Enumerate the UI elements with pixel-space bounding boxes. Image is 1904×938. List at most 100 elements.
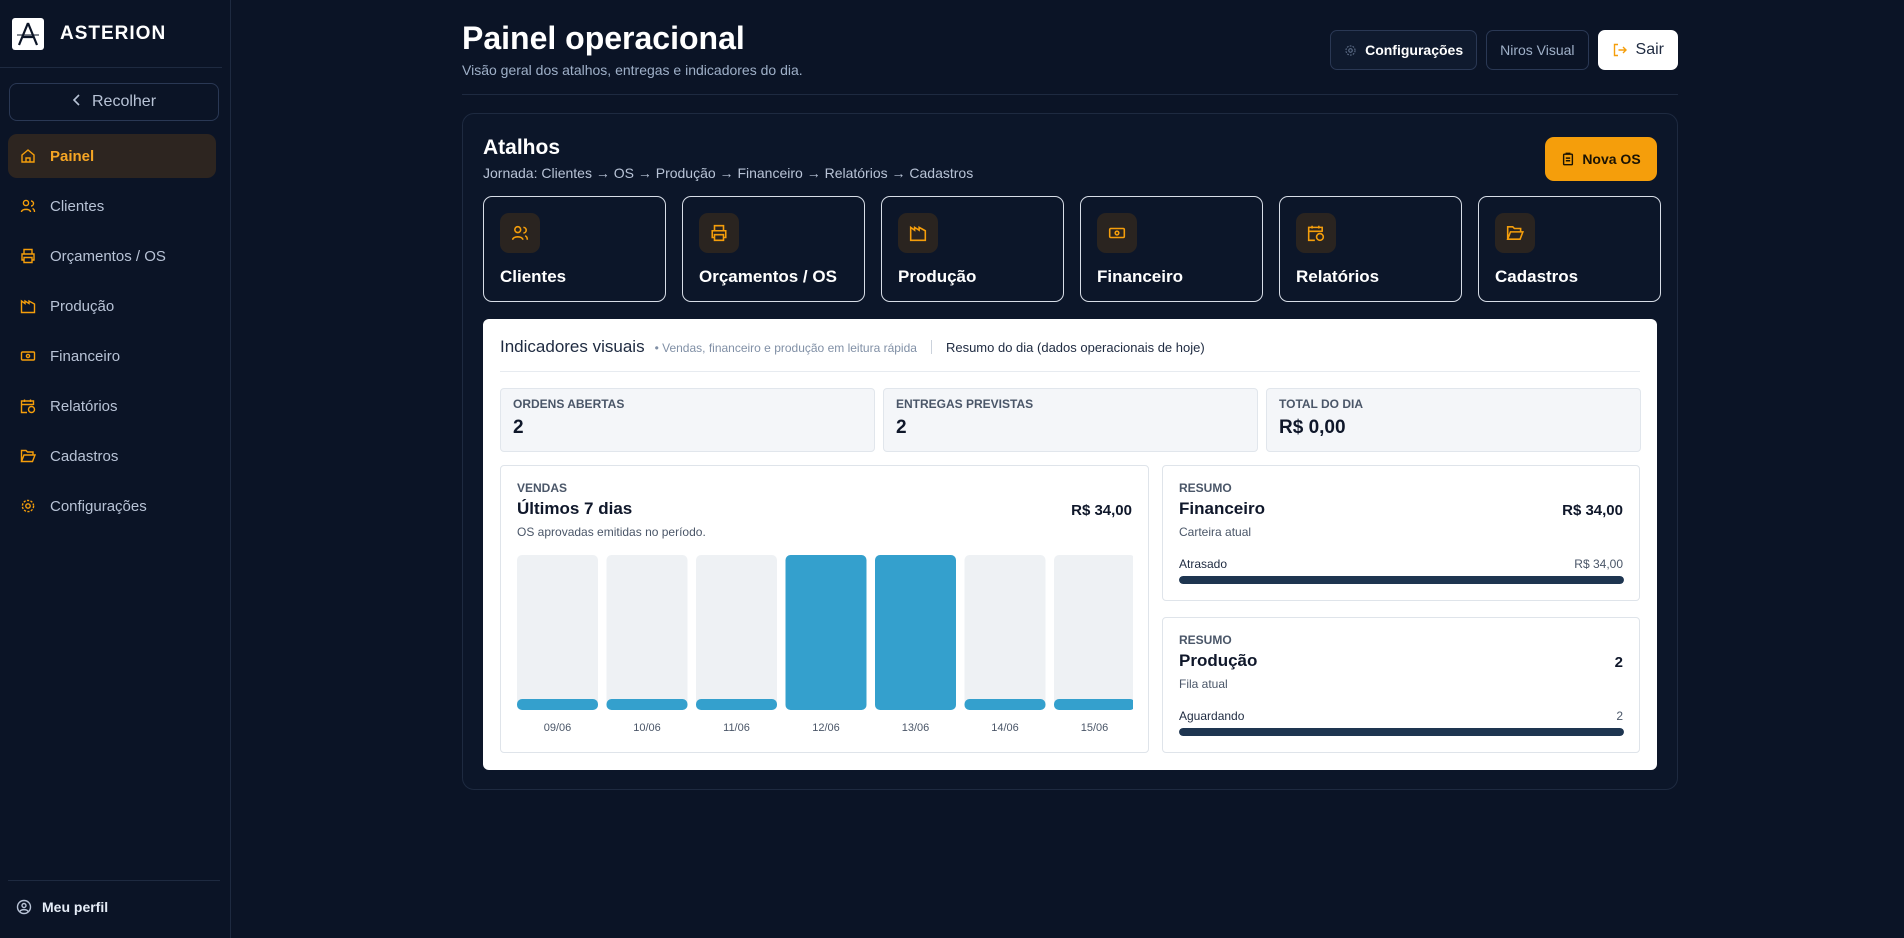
finance-kicker: RESUMO [1179,481,1232,495]
chart-bar-track [517,555,598,710]
sidebar-item-orcamentos[interactable]: Orçamentos / OS [8,234,216,278]
shortcut-producao[interactable]: Produção [881,196,1064,302]
sales-title: Últimos 7 dias [517,499,633,518]
production-subtitle: Fila atual [1179,677,1228,691]
indicators-separator [930,340,932,354]
sidebar-item-label: Produção [50,297,115,315]
chart-tick-label: 11/06 [723,722,750,734]
chart-tick-label: 14/06 [991,722,1019,734]
indicators-summary: Resumo do dia (dados operacionais de hoj… [945,340,1205,355]
users-icon [20,198,36,214]
nova-os-label: Nova OS [1582,151,1641,167]
finance-card: RESUMO Financeiro Carteira atual R$ 34,0… [1162,465,1640,601]
niros-visual-label: Niros Visual [1500,42,1575,58]
sidebar-item-relatorios[interactable]: Relatórios [8,384,216,428]
user-circle-icon [16,899,32,915]
atalhos-journey: Jornada: Clientes → OS → Produção → Fina… [483,165,974,181]
chart-bar-track [696,555,777,710]
calendar-clock-icon [1296,213,1336,253]
configuracoes-label: Configurações [1365,42,1464,58]
gear-icon [1344,44,1357,57]
calendar-clock-icon [20,398,36,414]
factory-icon [898,213,938,253]
sidebar-item-label: Financeiro [50,347,121,365]
chart-tick-label: 12/06 [812,722,840,734]
chart-tick-label: 15/06 [1081,722,1109,734]
indicators-header: Indicadores visuais • Vendas, financeiro… [500,337,1205,357]
folder-open-icon [1495,213,1535,253]
sidebar-item-painel[interactable]: Painel [8,134,216,178]
profile-link[interactable]: Meu perfil [8,880,220,915]
stat-label: ENTREGAS PREVISTAS [896,397,1034,411]
production-progress-fill [1179,728,1624,736]
logout-label: Sair [1635,41,1664,58]
sidebar-item-label: Orçamentos / OS [50,247,166,265]
chart-bar[interactable] [964,699,1046,710]
shortcut-label: Orçamentos / OS [699,267,837,286]
sidebar-item-label: Relatórios [50,397,118,415]
chart-bar[interactable] [517,699,598,710]
chart-tick-label: 10/06 [633,722,661,734]
chart-bar-track [606,555,688,710]
shortcut-label: Produção [898,267,977,286]
finance-progress-value: R$ 34,00 [1574,557,1623,571]
brand[interactable]: ASTERION [0,0,222,68]
production-progress-label: Aguardando [1179,709,1245,723]
shortcut-label: Cadastros [1495,267,1579,286]
stat-entregas-previstas: ENTREGAS PREVISTAS 2 [883,388,1258,452]
stat-value: 2 [896,417,907,438]
chart-bar[interactable] [875,555,956,710]
stat-total-do-dia: TOTAL DO DIA R$ 0,00 [1266,388,1641,452]
shortcut-orcamentos[interactable]: Orçamentos / OS [682,196,865,302]
logout-button[interactable]: Sair [1597,30,1678,70]
finance-value: R$ 34,00 [1562,502,1623,519]
shortcut-clientes[interactable]: Clientes [483,196,666,302]
sidebar-item-label: Clientes [50,197,105,215]
banknote-icon [20,348,36,364]
sidebar-item-configuracoes[interactable]: Configurações [8,484,216,528]
banknote-icon [1097,213,1137,253]
shortcut-relatorios[interactable]: Relatórios [1279,196,1462,302]
chart-bar[interactable] [696,699,777,710]
shortcut-cadastros[interactable]: Cadastros [1478,196,1661,302]
sidebar-item-financeiro[interactable]: Financeiro [8,334,216,378]
chart-tick-label: 09/06 [544,722,572,734]
sidebar-item-producao[interactable]: Produção [8,284,216,328]
printer-icon [20,248,36,264]
configuracoes-button[interactable]: Configurações [1330,30,1478,70]
chart-bar[interactable] [1054,699,1133,710]
shortcut-financeiro[interactable]: Financeiro [1080,196,1263,302]
finance-title: Financeiro [1179,499,1265,518]
chart-bar[interactable] [785,555,867,710]
sidebar-nav: Painel Clientes Orçamentos / OS Produção… [8,134,216,534]
indicators-panel: Indicadores visuais • Vendas, financeiro… [483,319,1657,770]
nova-os-button[interactable]: Nova OS [1545,137,1657,181]
production-value: 2 [1614,654,1623,671]
sidebar-item-label: Cadastros [50,447,119,465]
collapse-sidebar-button[interactable]: Recolher [9,83,219,121]
sidebar-item-clientes[interactable]: Clientes [8,184,216,228]
home-icon [20,148,36,164]
stat-label: ORDENS ABERTAS [513,397,625,411]
chart-tick-label: 13/06 [902,722,930,734]
stat-value: R$ 0,00 [1279,417,1346,438]
shortcut-list: Clientes Orçamentos / OS Produção Financ… [483,196,1661,302]
production-progress-value: 2 [1616,709,1623,723]
shortcut-label: Financeiro [1097,267,1183,286]
finance-subtitle: Carteira atual [1179,525,1252,539]
chevron-left-icon [72,93,82,111]
logout-icon [1612,42,1628,58]
niros-visual-button[interactable]: Niros Visual [1486,30,1589,70]
sidebar-item-label: Painel [50,147,95,165]
finance-progress-label: Atrasado [1179,557,1228,571]
production-kicker: RESUMO [1179,633,1232,647]
chart-bar[interactable] [606,699,688,710]
indicators-divider [500,371,1640,372]
page-subtitle: Visão geral dos atalhos, entregas e indi… [462,62,803,78]
sales-card: VENDAS Últimos 7 dias OS aprovadas emiti… [500,465,1149,753]
stat-ordens-abertas: ORDENS ABERTAS 2 [500,388,875,452]
production-progress-track [1179,728,1624,736]
sidebar-item-cadastros[interactable]: Cadastros [8,434,216,478]
chart-bar-track [1054,555,1133,710]
sales-chart: 09/06 10/06 11/06 12/06 13/06 14/06 15/06 [517,555,1133,734]
